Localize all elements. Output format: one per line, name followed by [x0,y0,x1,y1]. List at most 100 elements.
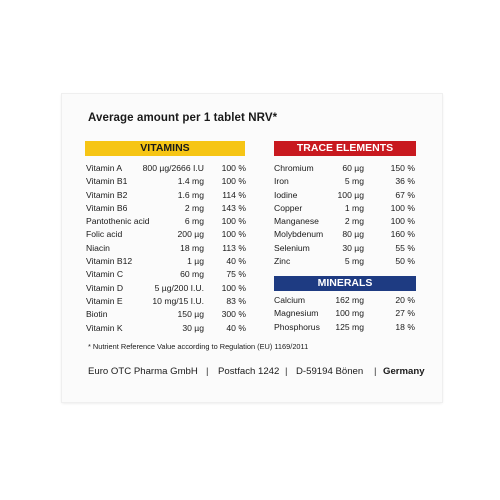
nutrient-nrv: 18 % [395,321,415,332]
nutrient-amount: 162 mg [335,295,364,305]
address-separator: | [206,366,209,377]
nutrient-amount: 100 µg [337,189,364,200]
nutrient-row: Vitamin B6 2 mg 143 % [86,202,248,215]
nutrient-nrv: 100 % [221,229,246,240]
nutrient-amount: 1.6 mg [177,189,204,200]
nutrient-row: Calcium 162 mg 20 % [274,294,417,307]
nutrient-amount: 800 µg/2666 I.U [142,163,204,173]
nutrient-name: Vitamin C [86,269,124,280]
nutrient-row: Vitamin B1 1.4 mg 100 % [86,175,248,188]
nutrient-row: Iron 5 mg 36 % [274,175,417,188]
nutrient-row: Magnesium 100 mg 27 % [274,307,417,320]
nutrient-nrv: 75 % [226,269,246,280]
nutrient-row: Pantothenic acid 6 mg 100 % [86,215,248,228]
nutrient-row: Iodine 100 µg 67 % [274,189,417,202]
nutrient-amount: 6 mg [184,216,204,227]
nutrient-name: Niacin [86,242,110,253]
vitamins-table: Vitamin A 800 µg/2666 I.U 100 % Vitamin B1 1… [86,162,248,335]
nutrient-amount: 1 µg [187,256,204,267]
address-separator: | [374,366,377,377]
nutrient-row: Copper 1 mg 100 % [274,202,417,215]
vitamins-header: VITAMINS [85,141,245,156]
nutrient-name: Copper [274,202,303,213]
nutrient-row: Phosphorus 125 mg 18 % [274,321,417,334]
nutrient-name: Vitamin D [86,282,124,293]
nutrient-amount: 5 µg/200 I.U. [154,282,204,293]
nutrient-nrv: 67 % [395,189,415,200]
nutrient-amount: 100 mg [335,308,364,319]
nutrient-nrv: 83 % [226,295,246,306]
nutrient-amount: 10 mg/15 I.U. [152,295,204,306]
nutrient-name: Phosphorus [274,321,320,332]
nutrient-nrv: 55 % [395,242,415,253]
nutrient-row: Biotin 150 µg 300 % [86,308,248,321]
nutrient-name: Biotin [86,309,108,320]
nutrient-row: Niacin 18 mg 113 % [86,242,248,255]
postbox: Postfach 1242 [218,366,280,377]
nutrient-row: Selenium 30 µg 55 % [274,242,417,255]
manufacturer-address: Euro OTC Pharma GmbH | Postfach 1242 | D… [88,366,425,380]
nutrient-name: Iodine [274,189,298,200]
country: Germany [383,366,425,377]
nutrient-row: Chromium 60 µg 150 % [274,162,417,175]
nutrient-amount: 60 µg [342,163,364,173]
nutrient-name: Vitamin B1 [86,176,128,187]
nutrient-row: Vitamin K 30 µg 40 % [86,322,248,335]
nutrient-row: Folic acid 200 µg 100 % [86,228,248,241]
nutrient-name: Zinc [274,256,291,267]
nutrient-amount: 5 mg [344,256,364,267]
nutrient-nrv: 40 % [226,322,246,333]
nutrient-row: Manganese 2 mg 100 % [274,215,417,228]
nutrient-amount: 60 mg [180,269,204,280]
nutrient-name: Molybdenum [274,229,324,240]
nutrient-name: Calcium [274,295,306,305]
nutrient-name: Vitamin B6 [86,202,128,213]
nutrient-nrv: 300 % [221,309,246,320]
nutrient-amount: 80 µg [342,229,364,240]
nutrient-row: Vitamin E 10 mg/15 I.U. 83 % [86,295,248,308]
nutrient-nrv: 100 % [221,176,246,187]
nutrient-row: Vitamin C 60 mg 75 % [86,268,248,281]
nutrient-name: Iron [274,176,289,187]
nutrient-amount: 30 µg [182,322,204,333]
nutrient-amount: 2 mg [344,216,364,227]
nutrient-nrv: 160 % [390,229,415,240]
nutrient-amount: 125 mg [335,321,364,332]
nutrient-amount: 1.4 mg [177,176,204,187]
nutrient-nrv: 40 % [226,256,246,267]
nutrient-nrv: 150 % [390,163,415,173]
nutrient-nrv: 36 % [395,176,415,187]
company-name: Euro OTC Pharma GmbH [88,366,198,377]
nutrient-amount: 2 mg [184,202,204,213]
nutrient-nrv: 27 % [395,308,415,319]
nutrient-row: Vitamin B12 1 µg 40 % [86,255,248,268]
minerals-header: MINERALS [274,276,416,291]
nutrient-name: Pantothenic acid [86,216,150,227]
nutrition-heading: Average amount per 1 tablet NRV* [88,112,278,124]
nutrient-name: Vitamin B2 [86,189,128,200]
trace-elements-header: TRACE ELEMENTS [274,141,416,156]
nutrient-nrv: 100 % [221,216,246,227]
nutrient-nrv: 113 % [222,242,246,253]
nutrient-row: Zinc 5 mg 50 % [274,255,417,268]
nutrient-nrv: 114 % [222,189,246,200]
nutrient-nrv: 20 % [395,295,415,305]
nutrient-row: Vitamin D 5 µg/200 I.U. 100 % [86,282,248,295]
nutrient-name: Chromium [274,163,314,173]
nutrient-name: Vitamin B12 [86,256,133,267]
nutrient-row: Vitamin B2 1.6 mg 114 % [86,189,248,202]
nutrient-amount: 1 mg [344,202,364,213]
address-separator: | [285,366,288,377]
nutrient-row: Vitamin A 800 µg/2666 I.U 100 % [86,162,248,175]
nutrient-amount: 5 mg [344,176,364,187]
nutrient-name: Magnesium [274,308,319,319]
nutrient-name: Vitamin E [86,295,123,306]
nutrient-nrv: 100 % [221,163,246,173]
nutrient-nrv: 100 % [390,202,415,213]
nutrient-amount: 18 mg [180,242,204,253]
minerals-table: Calcium 162 mg 20 % Magnesium 100 mg 27 % Phos… [274,294,417,334]
nutrient-name: Vitamin A [86,163,123,173]
footnote: * Nutrient Reference Value according to … [88,342,309,351]
nutrient-amount: 200 µg [177,229,204,240]
city: D-59194 Bönen [296,366,364,377]
